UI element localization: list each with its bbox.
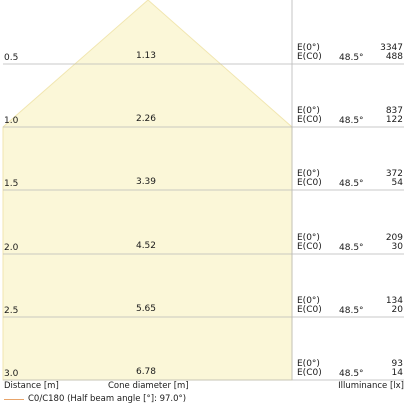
ec0-label: E(C0): [297, 368, 322, 378]
ec0-value: 30: [392, 242, 404, 252]
distance-tick-label: 2.5: [4, 306, 18, 316]
illuminance-axis-label: Illuminance [lx]: [338, 381, 404, 391]
cone-diameter-label: 3.39: [136, 177, 156, 187]
distance-tick-label: 0.5: [4, 53, 18, 63]
ec0-label: E(C0): [297, 52, 322, 62]
cone-diameter-label: 2.26: [136, 114, 156, 124]
distance-axis-label: Distance [m]: [4, 381, 59, 391]
ec0-label: E(C0): [297, 115, 322, 125]
legend-entry-c0-c180: C0/C180 (Half beam angle [°]: 97.0°): [28, 394, 187, 404]
e0-label: E(0°): [297, 43, 320, 53]
e0-label: E(0°): [297, 296, 320, 306]
half-angle-label: 48.5°: [339, 306, 364, 316]
ec0-value: 488: [386, 52, 403, 62]
ec0-value: 54: [392, 178, 404, 188]
ec0-value: 14: [392, 368, 404, 378]
half-angle-label: 48.5°: [339, 116, 364, 126]
e0-value: 837: [386, 106, 403, 116]
e0-label: E(0°): [297, 169, 320, 179]
ec0-label: E(C0): [297, 242, 322, 252]
distance-tick-label: 1.0: [4, 116, 19, 126]
cone-diameter-label: 4.52: [136, 241, 156, 251]
legend: C0/C180 (Half beam angle [°]: 97.0°): [4, 394, 186, 405]
e0-label: E(0°): [297, 106, 320, 116]
ec0-label: E(C0): [297, 305, 322, 315]
distance-tick-label: 1.5: [4, 179, 18, 189]
e0-value: 372: [386, 169, 403, 179]
ec0-value: 122: [386, 115, 403, 125]
ec0-value: 20: [392, 305, 404, 315]
half-angle-label: 48.5°: [339, 243, 364, 253]
cone-diameter-label: 1.13: [136, 51, 156, 61]
e0-label: E(0°): [297, 233, 320, 243]
cone-diameter-label: 6.78: [136, 367, 156, 377]
cone-diameter-label: 5.65: [136, 304, 156, 314]
e0-label: E(0°): [297, 359, 320, 369]
half-angle-label: 48.5°: [339, 53, 364, 63]
cone-diameter-axis-label: Cone diameter [m]: [108, 381, 189, 391]
grid-lines: [3, 0, 404, 381]
half-angle-label: 48.5°: [339, 179, 364, 189]
e0-value: 93: [392, 359, 403, 369]
legend-line-swatch: [4, 399, 24, 400]
e0-value: 134: [386, 296, 403, 306]
distance-tick-label: 3.0: [4, 369, 19, 379]
half-angle-label: 48.5°: [339, 369, 364, 379]
e0-value: 3347: [380, 43, 403, 53]
ec0-label: E(C0): [297, 178, 322, 188]
e0-value: 209: [386, 233, 403, 243]
distance-tick-label: 2.0: [4, 243, 19, 253]
